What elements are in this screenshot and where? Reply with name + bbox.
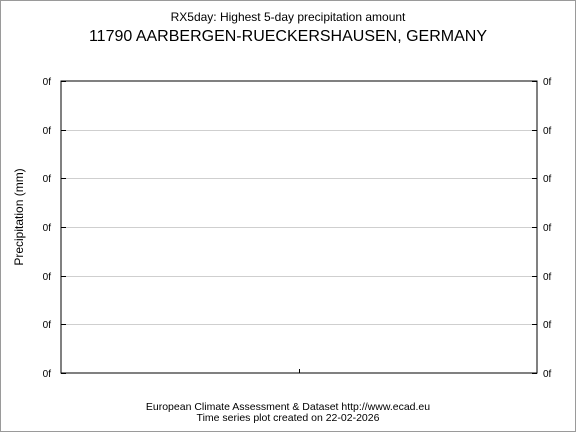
y-tick-label-left: 0f [43, 369, 52, 380]
y-tick-label-right: 0f [543, 77, 552, 88]
y-axis-label: Precipitation (mm) [12, 168, 26, 265]
y-tick-label-right: 0f [543, 272, 552, 283]
y-tick-label-right: 0f [543, 126, 552, 137]
y-tick-label-left: 0f [43, 77, 52, 88]
grid-lines [61, 130, 537, 325]
left-tick-labels: 0f 0f 0f 0f 0f 0f 0f [43, 77, 52, 380]
y-tick-label-right: 0f [543, 223, 552, 234]
y-tick-label-left: 0f [43, 272, 52, 283]
y-tick-label-right: 0f [543, 174, 552, 185]
y-tick-label-left: 0f [43, 320, 52, 331]
right-tick-labels: 0f 0f 0f 0f 0f 0f 0f [543, 77, 552, 380]
footer-source: European Climate Assessment & Dataset ht… [145, 401, 431, 413]
y-tick-label-left: 0f [43, 126, 52, 137]
chart-title: RX5day: Highest 5-day precipitation amou… [170, 10, 406, 24]
y-tick-label-right: 0f [543, 369, 552, 380]
y-tick-label-left: 0f [43, 223, 52, 234]
chart-subtitle: 11790 AARBERGEN-RUECKERSHAUSEN, GERMANY [88, 28, 488, 45]
y-tick-label-right: 0f [543, 320, 552, 331]
y-tick-label-left: 0f [43, 174, 52, 185]
axis-ticks [61, 81, 537, 374]
footer-created: Time series plot created on 22-02-2026 [196, 412, 380, 424]
